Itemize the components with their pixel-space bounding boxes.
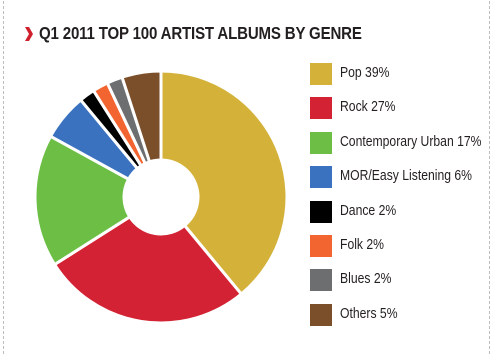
- legend-swatch: [310, 131, 332, 154]
- legend-label: Pop 39%: [340, 65, 390, 81]
- legend-label: Contemporary Urban 17%: [340, 133, 482, 150]
- slice-others: [120, 69, 163, 164]
- chart-title: Q1 2011 TOP 100 ARTIST ALBUMS BY GENRE: [39, 23, 362, 43]
- legend-label: MOR/Easy Listening 6%: [340, 168, 473, 185]
- chevron-right-icon: [25, 27, 33, 41]
- legend-swatch: [310, 97, 332, 120]
- legend-label: Dance 2%: [340, 202, 397, 219]
- left-dashed-edge: [3, 1, 4, 354]
- legend-label: Blues 2%: [340, 271, 392, 288]
- legend-swatch: [310, 235, 332, 257]
- legend-label: Rock 27%: [340, 99, 396, 116]
- slice-pop: [159, 69, 289, 296]
- slice-rock: [53, 215, 243, 325]
- legend-swatch: [310, 166, 332, 189]
- legend-label: Folk 2%: [340, 237, 385, 253]
- legend-swatch: [310, 303, 332, 326]
- legend-swatch: [310, 63, 332, 85]
- right-dashed-edge: [489, 1, 490, 354]
- legend-swatch: [310, 200, 332, 223]
- donut-chart: [33, 69, 289, 325]
- legend-swatch: [310, 269, 332, 292]
- legend-label: Others 5%: [340, 305, 398, 322]
